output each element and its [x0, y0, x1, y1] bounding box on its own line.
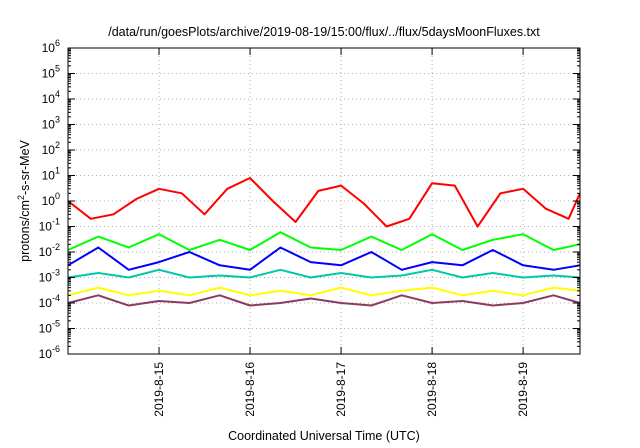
y-tick-label: 10-4 — [39, 293, 60, 310]
y-tick-label: 102 — [42, 140, 60, 157]
series-line — [67, 177, 581, 228]
y-tick-label: 104 — [42, 89, 60, 106]
y-tick-label: 10-5 — [39, 319, 60, 336]
x-tick-label: 2019-8-19 — [516, 362, 530, 417]
y-tick-label: 106 — [42, 38, 60, 55]
y-tick-label: 10-6 — [39, 344, 60, 361]
grid — [68, 48, 580, 354]
y-tick-label: 10-1 — [39, 217, 60, 234]
series-line — [67, 294, 581, 307]
x-axis-label: Coordinated Universal Time (UTC) — [228, 429, 420, 443]
y-tick-label: 10-2 — [39, 242, 60, 259]
y-tick-label: 101 — [42, 166, 60, 183]
y-ticks: 106 105 104 103 102 101 100 10-1 10-2 10-3 10-4 10-… — [39, 38, 580, 361]
series-line — [67, 246, 581, 271]
x-tick-label: 2019-8-17 — [334, 362, 348, 417]
y-tick-label: 103 — [42, 115, 60, 132]
series-line — [67, 268, 581, 279]
y-tick-label: 100 — [42, 191, 60, 208]
y-axis-label: protons/cm2-s-sr-MeV — [16, 139, 32, 261]
series-layer — [67, 177, 581, 307]
x-tick-label: 2019-8-15 — [152, 362, 166, 417]
x-tick-label: 2019-8-16 — [243, 362, 257, 417]
y-tick-label: 10-3 — [39, 268, 60, 285]
x-tick-label: 2019-8-18 — [425, 362, 439, 417]
series-line — [67, 286, 581, 297]
x-ticks: 2019-8-15 2019-8-16 2019-8-17 2019-8-18 2019… — [152, 48, 530, 417]
series-line — [67, 231, 581, 251]
y-tick-label: 105 — [42, 64, 60, 81]
chart-title: /data/run/goesPlots/archive/2019-08-19/1… — [108, 25, 540, 39]
